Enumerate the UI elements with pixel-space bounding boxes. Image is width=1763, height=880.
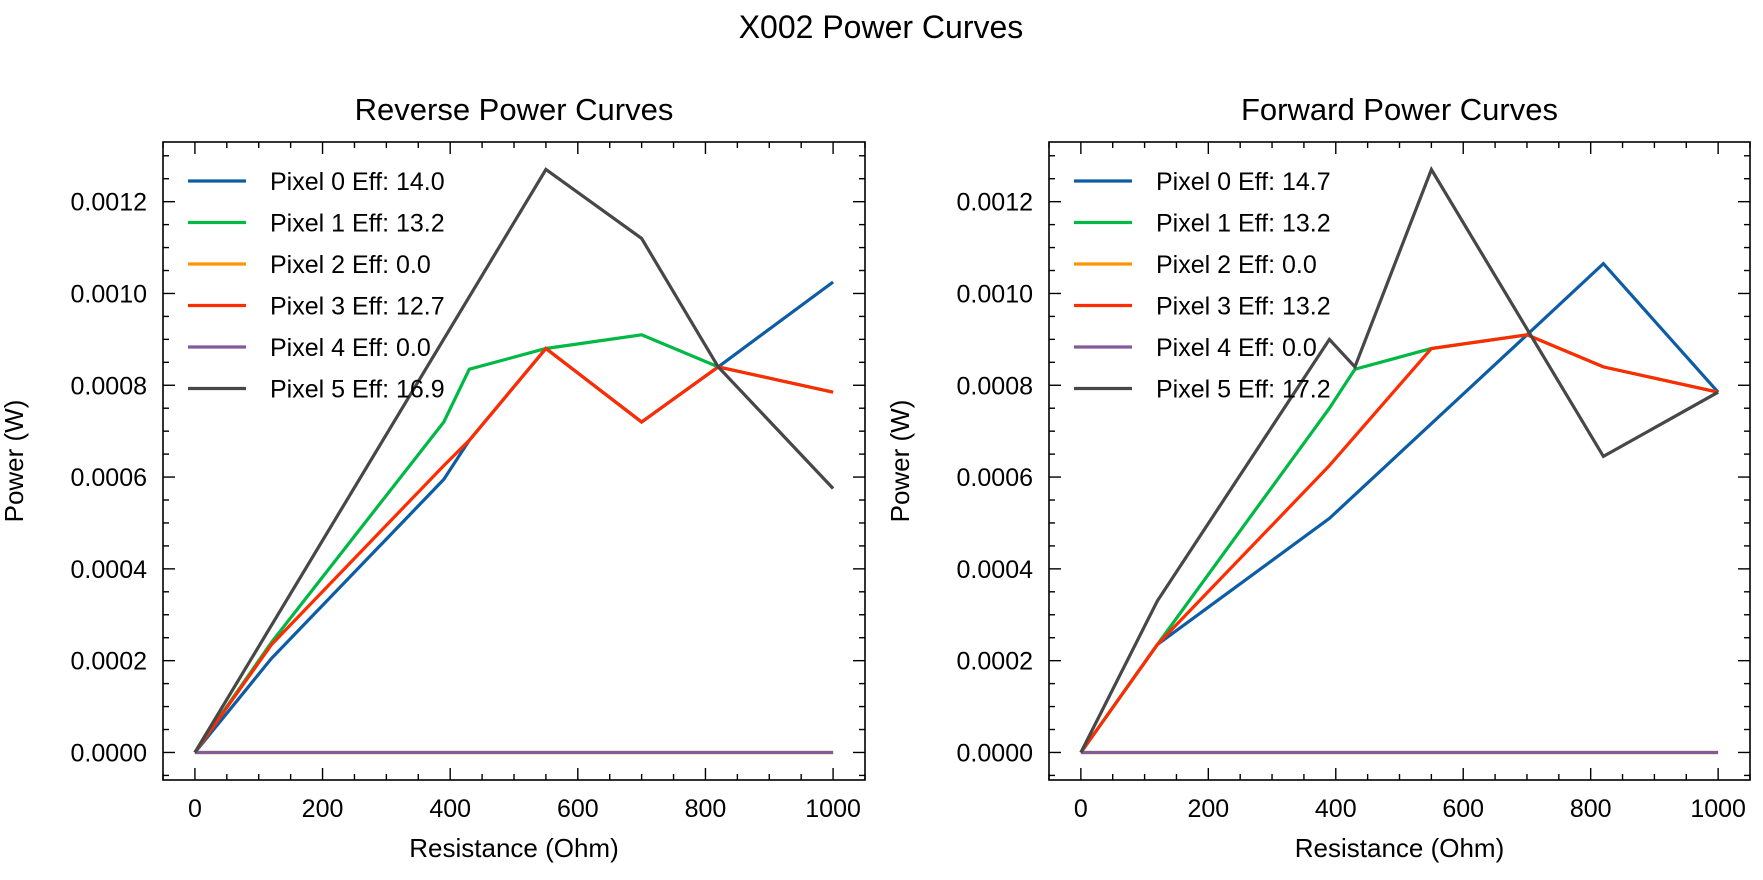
y-tick-label: 0.0010 <box>71 280 147 308</box>
x-tick-label: 400 <box>1315 795 1357 823</box>
x-tick-label: 400 <box>429 795 471 823</box>
legend-entry: Pixel 2 Eff: 0.0 <box>1156 251 1317 279</box>
figure-title: X002 Power Curves <box>739 9 1024 45</box>
y-axis-label: Power (W) <box>0 400 29 523</box>
x-axis-label: Resistance (Ohm) <box>409 833 619 863</box>
series-line-5 <box>1079 165 1719 754</box>
y-tick-label: 0.0012 <box>71 189 147 217</box>
y-tick-label: 0.0002 <box>957 648 1033 676</box>
y-tick-label: 0.0004 <box>71 556 148 584</box>
y-axis-label: Power (W) <box>885 400 915 523</box>
legend-entry: Pixel 0 Eff: 14.0 <box>270 168 445 196</box>
x-tick-label: 0 <box>188 795 202 823</box>
series-lines <box>193 167 835 755</box>
y-tick-label: 0.0012 <box>957 189 1033 217</box>
legend-entry: Pixel 1 Eff: 13.2 <box>270 210 445 238</box>
legend-entry: Pixel 4 Eff: 0.0 <box>270 334 431 362</box>
y-tick-label: 0.0008 <box>71 372 147 400</box>
y-tick-label: 0.0006 <box>957 464 1033 492</box>
series-line-5 <box>193 167 835 754</box>
panel-title: Reverse Power Curves <box>355 92 674 127</box>
x-tick-label: 600 <box>1442 795 1484 823</box>
y-tick-label: 0.0010 <box>957 280 1033 308</box>
y-tick-label: 0.0000 <box>71 739 147 767</box>
series-line-3 <box>1079 333 1719 754</box>
y-tick-label: 0.0006 <box>71 464 147 492</box>
series-line-3 <box>193 346 834 754</box>
legend-entry: Pixel 5 Eff: 16.9 <box>270 376 445 404</box>
panel-title: Forward Power Curves <box>1241 92 1558 127</box>
y-tick-label: 0.0008 <box>957 372 1033 400</box>
y-tick-label: 0.0004 <box>957 556 1034 584</box>
legend-entry: Pixel 0 Eff: 14.7 <box>1156 168 1331 196</box>
y-tick-label: 0.0000 <box>957 739 1033 767</box>
legend-entry: Pixel 3 Eff: 13.2 <box>1156 293 1331 321</box>
chart-panel-1: Forward Power Curves Resistance (Ohm) Powe… <box>885 92 1751 863</box>
y-tick-label: 0.0002 <box>71 648 147 676</box>
legend-entry: Pixel 5 Eff: 17.2 <box>1156 376 1331 404</box>
series-line-1 <box>193 333 834 754</box>
x-axis-label: Resistance (Ohm) <box>1295 833 1505 863</box>
legend-entry: Pixel 2 Eff: 0.0 <box>270 251 431 279</box>
x-tick-label: 200 <box>1187 795 1229 823</box>
axes-frame <box>1048 141 1751 781</box>
legend-entry: Pixel 4 Eff: 0.0 <box>1156 334 1317 362</box>
chart-panel-0: Reverse Power Curves Resistance (Ohm) Powe… <box>0 92 866 863</box>
legend-entry: Pixel 1 Eff: 13.2 <box>1156 210 1331 238</box>
tick-marks <box>1048 142 1751 780</box>
series-lines <box>1079 165 1720 755</box>
x-tick-label: 600 <box>557 795 599 823</box>
legend-entry: Pixel 3 Eff: 12.7 <box>270 293 445 321</box>
x-tick-label: 1000 <box>1690 795 1746 823</box>
legend: Pixel 0 Eff: 14.7 Pixel 1 Eff: 13.2 Pixel … <box>1074 168 1331 404</box>
tick-marks <box>162 142 866 780</box>
x-tick-label: 800 <box>1570 795 1612 823</box>
legend: Pixel 0 Eff: 14.0 Pixel 1 Eff: 13.2 Pixel … <box>188 168 445 404</box>
axes-frame <box>162 141 866 781</box>
x-tick-label: 800 <box>685 795 727 823</box>
x-tick-label: 200 <box>302 795 344 823</box>
x-tick-label: 0 <box>1074 795 1088 823</box>
x-tick-label: 1000 <box>805 795 861 823</box>
